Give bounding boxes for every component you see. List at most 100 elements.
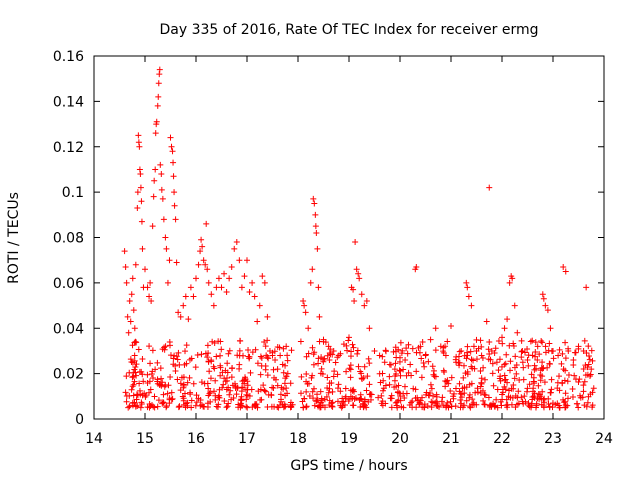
data-point <box>355 363 362 370</box>
data-point <box>488 347 495 354</box>
data-point <box>506 342 513 349</box>
data-point <box>509 394 516 401</box>
data-point <box>121 248 128 255</box>
data-point <box>126 403 133 410</box>
data-point <box>177 313 184 320</box>
data-point <box>546 340 553 347</box>
data-point <box>580 366 587 373</box>
data-point <box>144 380 151 387</box>
data-point <box>247 369 254 376</box>
data-point <box>264 313 271 320</box>
data-point <box>288 347 295 354</box>
data-point <box>168 389 175 396</box>
data-point <box>521 393 528 400</box>
data-point <box>315 355 322 362</box>
y-tick-labels: 0 0.02 0.04 0.06 0.08 0.1 0.12 0.14 0.16 <box>53 49 84 428</box>
data-point <box>499 334 505 341</box>
data-point <box>310 351 317 358</box>
data-point <box>463 397 470 404</box>
data-point <box>215 275 222 282</box>
data-point <box>588 366 595 373</box>
axis-ticks <box>93 55 605 420</box>
data-point <box>186 356 193 363</box>
data-point <box>129 383 136 390</box>
data-point <box>175 309 182 316</box>
data-point <box>264 403 271 410</box>
y-tick-label: 0.12 <box>53 140 84 156</box>
data-point <box>562 339 569 346</box>
data-point <box>405 341 412 348</box>
data-point <box>158 375 165 382</box>
data-point <box>480 364 487 371</box>
data-point <box>537 377 544 384</box>
data-point <box>350 286 357 293</box>
data-point <box>550 347 556 354</box>
data-point <box>417 343 424 350</box>
data-point <box>127 318 134 325</box>
data-point <box>205 279 212 286</box>
data-point <box>314 245 321 252</box>
data-point <box>195 261 202 268</box>
data-point <box>432 325 439 332</box>
data-point <box>349 341 356 348</box>
data-point <box>375 394 382 401</box>
data-point <box>236 257 243 264</box>
data-point <box>248 386 255 393</box>
data-point <box>131 325 138 332</box>
data-point <box>308 374 315 381</box>
data-point <box>524 357 531 364</box>
data-point <box>241 273 248 280</box>
data-point <box>303 353 310 360</box>
data-point <box>143 392 150 399</box>
data-point <box>170 361 177 368</box>
data-point <box>233 239 240 246</box>
data-point <box>569 386 576 393</box>
data-point <box>133 339 140 346</box>
data-point <box>407 361 414 368</box>
data-point <box>279 401 286 408</box>
data-point <box>541 379 548 386</box>
data-point <box>560 366 567 373</box>
data-point <box>261 338 268 345</box>
data-point <box>202 350 209 357</box>
data-point <box>232 384 239 391</box>
data-point <box>366 360 373 367</box>
y-tick-label: 0.02 <box>53 367 84 383</box>
data-point <box>276 344 283 351</box>
data-point <box>223 288 230 295</box>
data-point <box>236 361 243 368</box>
data-point <box>173 353 180 360</box>
data-point <box>537 393 544 400</box>
data-point <box>382 348 389 355</box>
data-point <box>309 344 316 351</box>
data-point <box>210 363 217 370</box>
data-point <box>136 380 143 387</box>
data-point <box>350 344 357 351</box>
data-point <box>413 368 420 375</box>
data-point <box>274 403 281 410</box>
data-point <box>470 357 477 364</box>
data-point <box>589 357 596 364</box>
data-point <box>182 404 189 411</box>
data-point <box>157 161 164 168</box>
data-point <box>123 279 130 286</box>
data-point <box>387 395 394 402</box>
data-point <box>519 359 526 366</box>
data-point <box>345 398 352 405</box>
data-point <box>226 275 233 282</box>
data-point <box>514 329 521 336</box>
data-point <box>249 279 256 286</box>
data-point <box>340 341 347 348</box>
data-point <box>144 284 151 291</box>
data-point <box>400 366 407 373</box>
data-point <box>152 166 159 173</box>
data-point <box>156 66 163 73</box>
data-point <box>217 372 224 379</box>
data-point <box>585 343 592 350</box>
data-point <box>486 184 493 191</box>
data-point <box>228 263 235 270</box>
data-point <box>428 398 435 405</box>
x-tick-label: 22 <box>493 431 511 447</box>
data-point <box>325 389 332 396</box>
data-point <box>281 380 288 387</box>
